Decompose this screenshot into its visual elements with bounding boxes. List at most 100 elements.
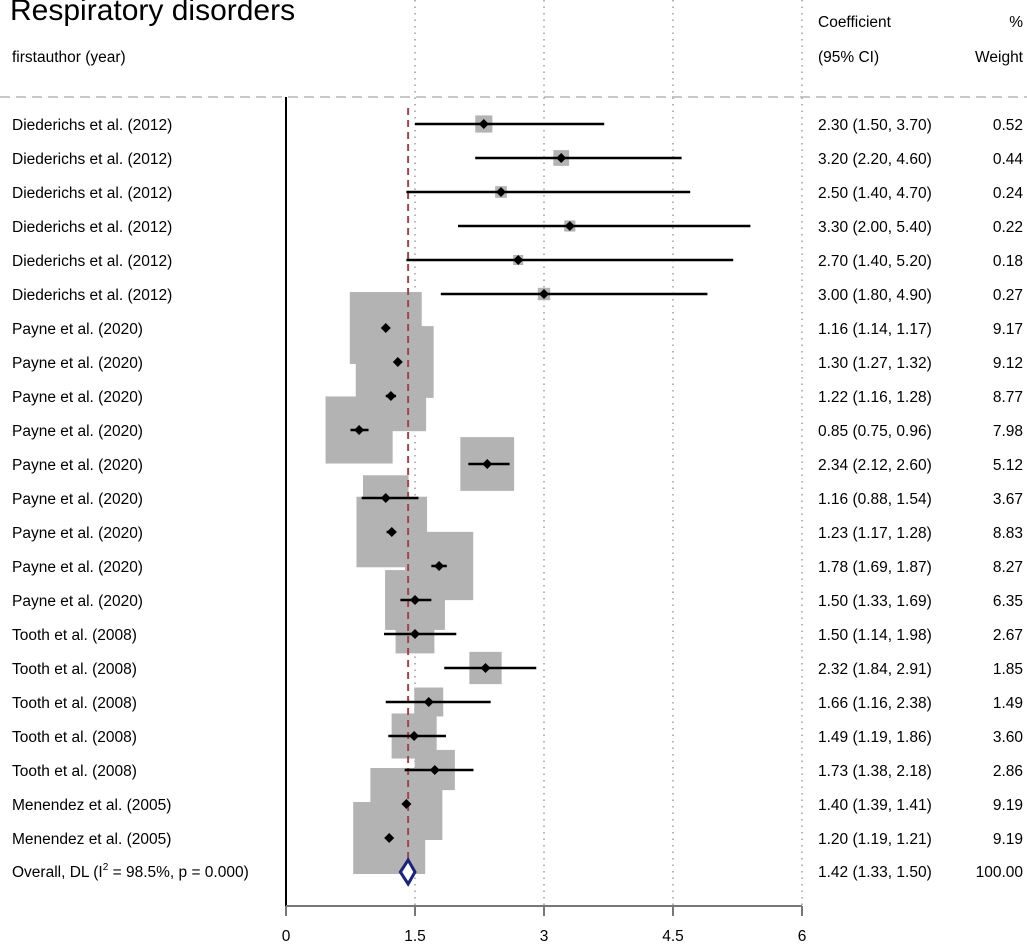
ci-text: 1.23 (1.17, 1.28) <box>818 525 932 542</box>
study-label: Tooth et al. (2008) <box>12 729 137 746</box>
study-label: Payne et al. (2020) <box>12 389 143 406</box>
study-label: Payne et al. (2020) <box>12 355 143 372</box>
point-estimate <box>386 527 397 537</box>
weight-text: 0.44 <box>993 151 1024 168</box>
ci-text: 1.66 (1.16, 2.38) <box>818 695 932 712</box>
weight-text: 9.17 <box>993 321 1023 338</box>
study-label: Tooth et al. (2008) <box>12 627 137 644</box>
x-tick-label: 3 <box>540 928 549 944</box>
study-label: Payne et al. (2020) <box>12 525 143 542</box>
ci-text: 1.78 (1.69, 1.87) <box>818 559 932 576</box>
ci-text: 3.30 (2.00, 5.40) <box>818 219 932 236</box>
weight-text: 1.85 <box>993 661 1023 678</box>
study-label: Menendez et al. (2005) <box>12 831 171 848</box>
weight-column-header-line2: Weight <box>975 49 1024 66</box>
weight-text: 0.27 <box>993 287 1023 304</box>
overall-diamond <box>398 857 417 887</box>
confidence-intervals <box>350 122 751 840</box>
point-estimate <box>482 459 493 469</box>
study-label: Payne et al. (2020) <box>12 423 143 440</box>
study-label: Payne et al. (2020) <box>12 559 143 576</box>
point-estimate <box>513 255 524 265</box>
ci-text: 1.22 (1.16, 1.28) <box>818 389 932 406</box>
ci-text: 3.20 (2.20, 4.60) <box>818 151 932 168</box>
point-estimate <box>480 663 491 673</box>
weight-texts: 0.52 0.44 0.24 0.22 0.18 0.27 9.17 9.12 8.77 7.98… <box>993 117 1024 848</box>
weight-text: 8.83 <box>993 525 1023 542</box>
ci-text: 2.70 (1.40, 5.20) <box>818 253 932 270</box>
ci-text: 1.30 (1.27, 1.32) <box>818 355 932 372</box>
overall-label-prefix: Overall, DL (I <box>12 864 103 881</box>
chart-title: Respiratory disorders <box>10 0 295 27</box>
overall-weight-text: 100.00 <box>976 864 1024 881</box>
point-estimate <box>380 323 391 333</box>
weight-text: 6.35 <box>993 593 1023 610</box>
weight-column-header-line1: % <box>1009 14 1023 31</box>
weight-boxes <box>325 115 576 874</box>
effect-column-header-line1: Coefficient <box>818 14 892 31</box>
study-label: Diederichs et al. (2012) <box>12 253 172 270</box>
weight-text: 2.67 <box>993 627 1023 644</box>
ci-text: 1.49 (1.19, 1.86) <box>818 729 932 746</box>
effect-column-header-line2: (95% CI) <box>818 49 879 66</box>
x-tick-label: 6 <box>798 928 807 944</box>
study-label: Tooth et al. (2008) <box>12 661 137 678</box>
ci-text: 1.50 (1.14, 1.98) <box>818 627 932 644</box>
x-axis: 0 1.5 3 4.5 6 <box>282 905 807 944</box>
point-estimate <box>564 221 575 231</box>
point-estimate <box>384 833 395 843</box>
study-label: Diederichs et al. (2012) <box>12 287 172 304</box>
study-label: Payne et al. (2020) <box>12 491 143 508</box>
ci-text: 2.50 (1.40, 4.70) <box>818 185 932 202</box>
point-estimate <box>539 289 549 299</box>
overall-label: Overall, DL (I2 = 98.5%, p = 0.000) <box>12 862 249 881</box>
study-label: Diederichs et al. (2012) <box>12 185 172 202</box>
weight-text: 9.19 <box>993 797 1023 814</box>
weight-text: 0.52 <box>993 117 1023 134</box>
point-estimate <box>434 561 445 571</box>
point-estimate <box>409 731 420 741</box>
study-label: Tooth et al. (2008) <box>12 695 137 712</box>
weight-text: 0.18 <box>993 253 1023 270</box>
ci-text: 1.50 (1.33, 1.69) <box>818 593 932 610</box>
study-label: Payne et al. (2020) <box>12 457 143 474</box>
study-label: Menendez et al. (2005) <box>12 797 171 814</box>
ci-texts: 2.30 (1.50, 3.70) 3.20 (2.20, 4.60) 2.50 (… <box>818 117 932 848</box>
study-label: Tooth et al. (2008) <box>12 763 137 780</box>
weight-text: 0.22 <box>993 219 1023 236</box>
ci-text: 2.30 (1.50, 3.70) <box>818 117 932 134</box>
point-estimate <box>392 357 403 367</box>
point-estimate <box>556 153 567 163</box>
point-estimate <box>410 595 420 605</box>
weight-text: 8.77 <box>993 389 1023 406</box>
point-estimate <box>380 493 391 503</box>
ci-text: 1.16 (0.88, 1.54) <box>818 491 932 508</box>
weight-text: 0.24 <box>993 185 1024 202</box>
ci-text: 3.00 (1.80, 4.90) <box>818 287 932 304</box>
weight-text: 5.12 <box>993 457 1023 474</box>
weight-text: 1.49 <box>993 695 1023 712</box>
point-estimate <box>429 765 440 775</box>
study-label: Diederichs et al. (2012) <box>12 151 172 168</box>
point-estimates <box>354 119 575 843</box>
ci-text: 1.20 (1.19, 1.21) <box>818 831 932 848</box>
study-label: Diederichs et al. (2012) <box>12 117 172 134</box>
x-tick-label: 0 <box>282 928 291 944</box>
ci-text: 2.34 (2.12, 2.60) <box>818 457 932 474</box>
point-estimate <box>385 391 396 401</box>
point-estimate <box>401 799 412 809</box>
x-tick-label: 1.5 <box>404 928 426 944</box>
point-estimate <box>410 629 420 639</box>
study-label: Payne et al. (2020) <box>12 321 143 338</box>
ci-text: 0.85 (0.75, 0.96) <box>818 423 932 440</box>
ci-text: 1.40 (1.39, 1.41) <box>818 797 932 814</box>
ci-text: 1.73 (1.38, 2.18) <box>818 763 932 780</box>
weight-text: 3.67 <box>993 491 1023 508</box>
weight-text: 7.98 <box>993 423 1023 440</box>
study-label: Diederichs et al. (2012) <box>12 219 172 236</box>
weight-text: 9.12 <box>993 355 1023 372</box>
weight-text: 9.19 <box>993 831 1023 848</box>
point-estimate <box>354 425 365 435</box>
study-labels: Diederichs et al. (2012) Diederichs et al… <box>12 117 172 848</box>
